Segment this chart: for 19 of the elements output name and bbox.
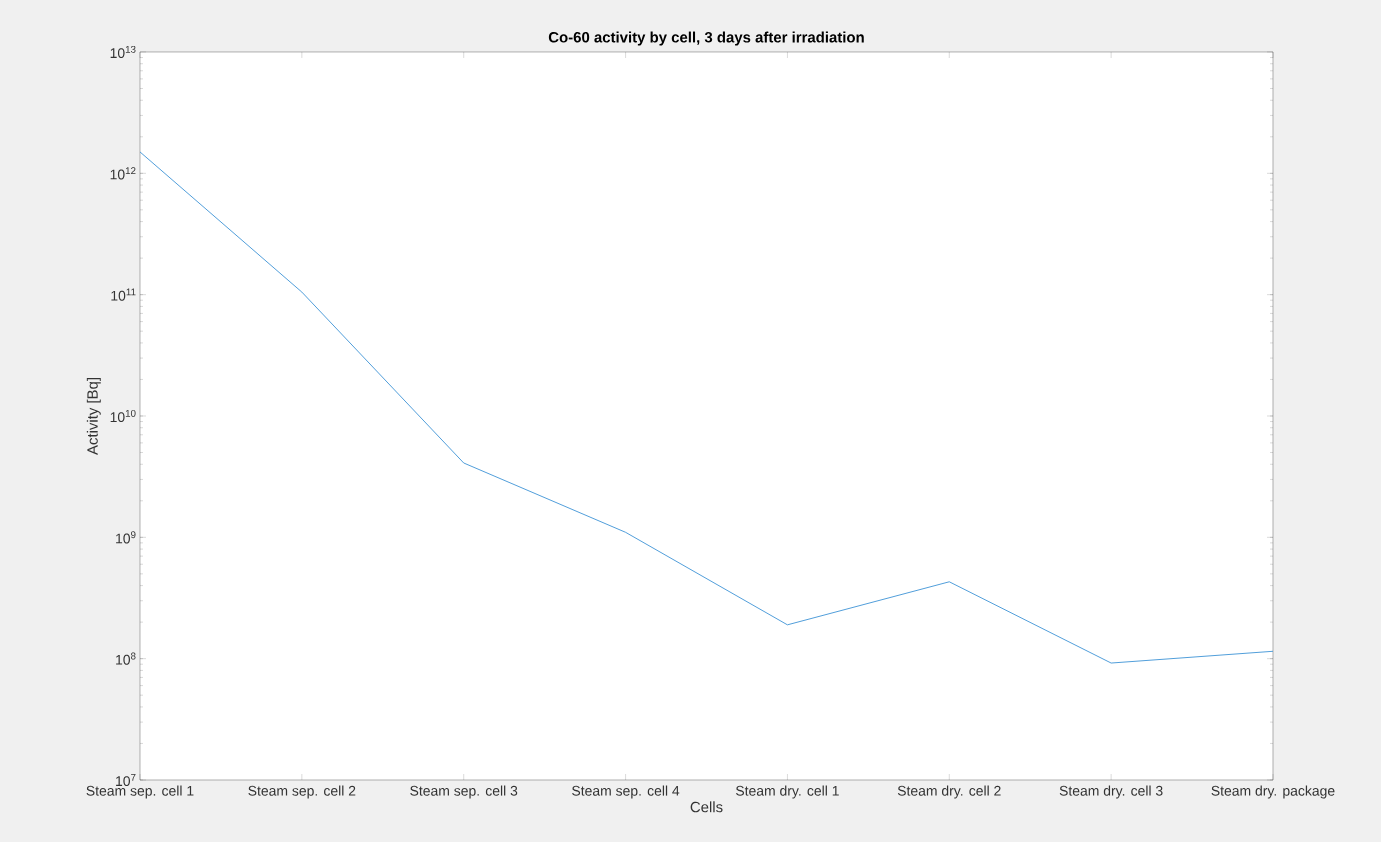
y-tick-label: 10$^{7}$ (116, 773, 136, 787)
chart-title: Co-60 activity by cell, 3 days after irradiation (548, 31, 864, 46)
x-tick-label: Steam dry. cell 2 (897, 785, 1001, 799)
y-axis-title: Activity [Bq] (86, 378, 101, 455)
x-axis-title: Cells (690, 801, 723, 813)
y-tick-label: 10$^{13}$ (110, 45, 136, 59)
x-tick-label: Steam sep. cell 4 (572, 785, 680, 799)
x-tick-label: Steam sep. cell 3 (410, 785, 518, 799)
x-tick-label: Steam sep. cell 1 (86, 785, 194, 799)
x-tick-label: Steam dry. package (1211, 785, 1335, 799)
x-tick-label: Steam sep. cell 2 (248, 785, 356, 799)
y-tick-label: 10$^{9}$ (116, 531, 136, 544)
x-tick-label: Steam dry. cell 1 (736, 785, 839, 799)
x-tick-label: Steam dry. cell 3 (1059, 785, 1163, 799)
y-tick-label: 10$^{10}$ (110, 409, 136, 423)
y-tick-label: 10$^{8}$ (116, 652, 136, 665)
y-tick-label: 10$^{12}$ (110, 167, 136, 180)
line-series (140, 151, 1273, 664)
y-tick-label: 10$^{11}$ (111, 288, 136, 301)
